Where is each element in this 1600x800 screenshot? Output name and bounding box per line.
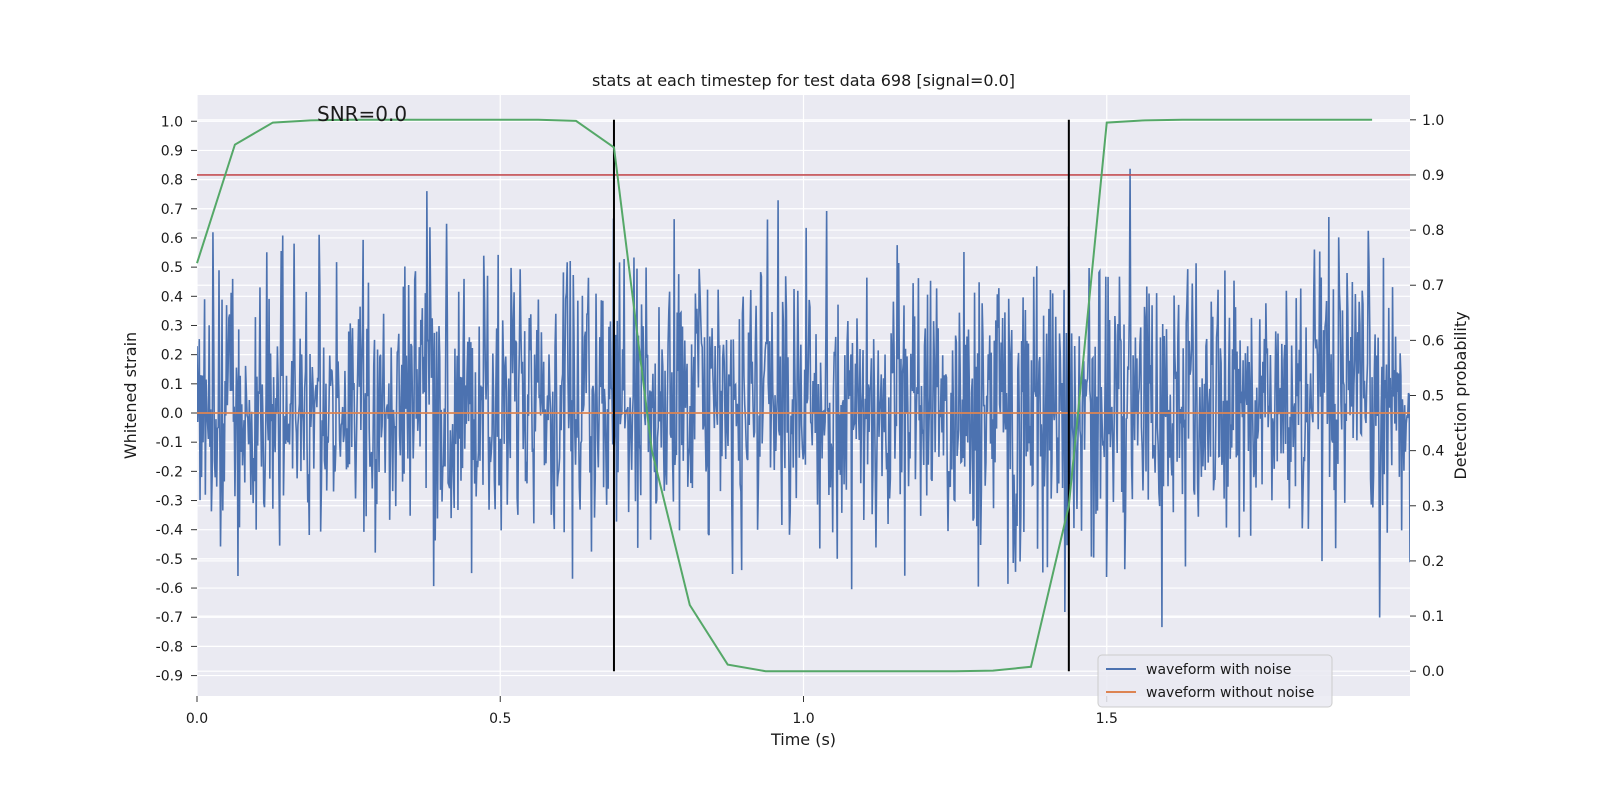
- series-noisy-waveform: [197, 168, 1410, 628]
- x-tick-label: 1.0: [792, 711, 814, 727]
- x-tick-label: 1.5: [1096, 711, 1118, 727]
- y-tick-label: 0.2: [161, 348, 183, 364]
- y-tick-label: 0.3: [161, 318, 183, 334]
- y-tick-label: -0.1: [156, 435, 183, 451]
- x-tick-label: 0.0: [186, 711, 208, 727]
- y-tick-label: -0.8: [156, 639, 183, 655]
- y-tick-label: 0.0: [161, 406, 183, 422]
- chart-title: stats at each timestep for test data 698…: [592, 71, 1015, 90]
- y2-tick-label: 0.9: [1422, 168, 1444, 184]
- y2-tick-label: 1.0: [1422, 113, 1444, 129]
- y2-tick-label: 0.7: [1422, 278, 1444, 294]
- y2-tick-label: 0.2: [1422, 554, 1444, 570]
- y-tick-label: -0.5: [156, 552, 183, 568]
- y2-tick-label: 0.5: [1422, 389, 1444, 405]
- y-tick-label: -0.9: [156, 669, 183, 685]
- x-axis-label: Time (s): [770, 730, 836, 749]
- y-tick-label: 0.6: [161, 231, 183, 247]
- y2-tick-label: 0.0: [1422, 664, 1444, 680]
- snr-annotation: SNR=0.0: [317, 102, 407, 126]
- y2-tick-label: 0.6: [1422, 333, 1444, 349]
- y-tick-label: 0.1: [161, 377, 183, 393]
- y2-tick-label: 0.8: [1422, 223, 1444, 239]
- y-tick-label: 0.8: [161, 173, 183, 189]
- y-tick-label: -0.2: [156, 464, 183, 480]
- legend-label-noisy: waveform with noise: [1146, 662, 1291, 678]
- y-tick-label: -0.3: [156, 494, 183, 510]
- y-tick-label: -0.6: [156, 581, 183, 597]
- y-tick-label: -0.7: [156, 610, 183, 626]
- y-tick-label: -0.4: [156, 523, 183, 539]
- y2-tick-label: 0.3: [1422, 499, 1444, 515]
- legend-label-clean: waveform without noise: [1146, 685, 1314, 701]
- y2-tick-label: 0.4: [1422, 444, 1444, 460]
- y-tick-label: 0.4: [161, 289, 183, 305]
- legend: waveform with noise waveform without noi…: [1097, 654, 1333, 708]
- y-tick-label: 0.5: [161, 260, 183, 276]
- series-detection-probability: [196, 118, 1373, 673]
- legend-box: [1097, 654, 1333, 708]
- x-tick-label: 0.5: [489, 711, 511, 727]
- y2-tick-label: 0.1: [1422, 609, 1444, 625]
- y-tick-label: 1.0: [161, 114, 183, 130]
- y-axis-label: Whitened strain: [121, 332, 140, 459]
- y-tick-label: 0.7: [161, 202, 183, 218]
- y-tick-label: 0.9: [161, 143, 183, 159]
- y2-axis-label: Detection probability: [1451, 311, 1470, 479]
